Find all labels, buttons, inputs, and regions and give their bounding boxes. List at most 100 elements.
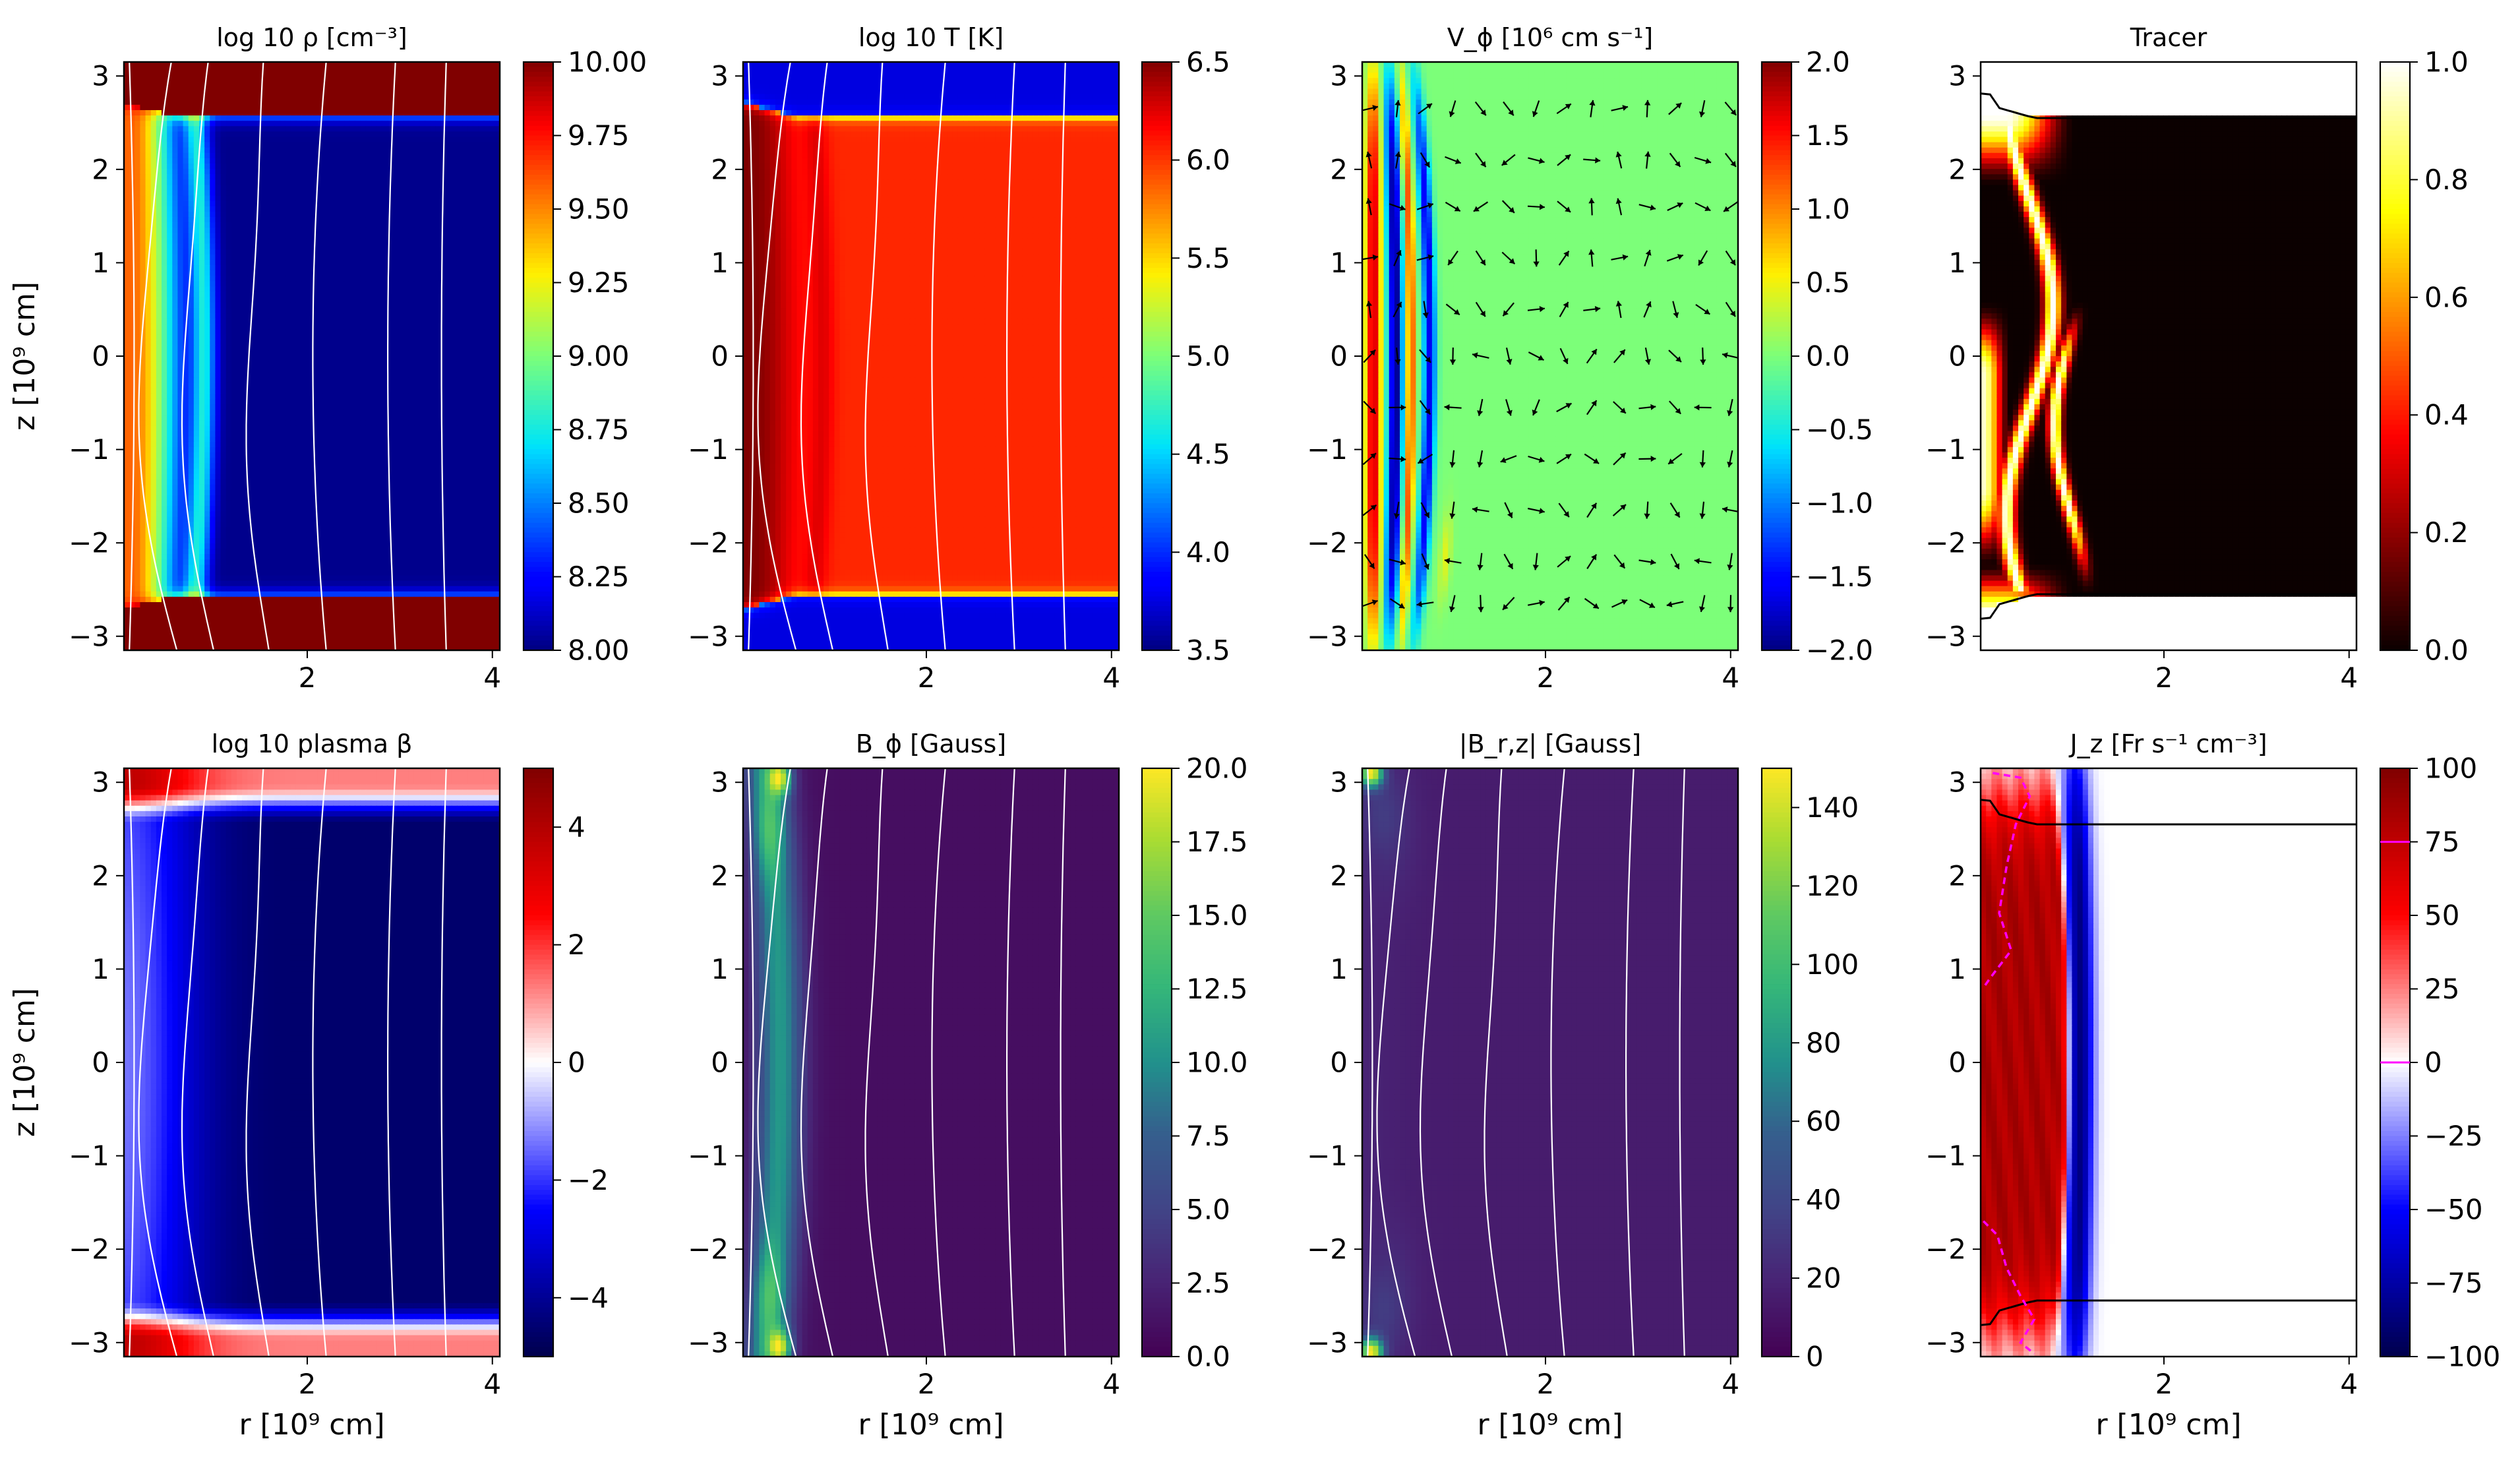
bphi-title: B_ϕ [Gauss] [856,729,1006,758]
z-tick-label: 0 [1330,1047,1348,1079]
r-tick-label: 4 [1722,661,1739,694]
z-tick-label: 0 [1948,340,1966,373]
colorbar-tick-label: 0.2 [2424,516,2469,549]
colorbar-tick-label: 0.5 [1806,266,1850,299]
colorbar-tick-label: 1.5 [1806,119,1850,152]
colorbar-tick-label: 50 [2424,900,2459,932]
r-tick-label: 2 [1537,1368,1555,1400]
z-tick-label: −3 [688,1326,729,1359]
z-tick-label: −3 [1307,620,1348,652]
z-tick-label: −1 [688,433,729,466]
r-tick-label: 4 [483,1368,501,1400]
z-tick-label: 3 [92,60,109,92]
z-tick-label: −2 [1307,527,1348,559]
r-tick-label: 4 [2340,1368,2358,1400]
vphi-title: V_ϕ [10⁶ cm s⁻¹] [1447,23,1654,52]
colorbar-tick-label: 9.00 [568,340,630,373]
tracer-colorbar: 1.00.80.60.40.20.0 [2380,46,2469,667]
z-tick-label: 2 [1330,859,1348,892]
z-tick-label: 0 [711,1047,729,1079]
z-tick-label: 1 [92,247,109,279]
r-tick-label: 2 [918,1368,936,1400]
z-tick-label: 1 [1330,953,1348,985]
z-tick-label: −3 [1925,620,1966,652]
z-tick-label: 3 [1330,60,1348,92]
colorbar-tick-label: 9.75 [568,119,630,152]
colorbar-tick-label: −50 [2424,1194,2483,1226]
z-tick-label: 0 [1948,1047,1966,1079]
jz-xlabel: r [10⁹ cm] [2095,1408,2241,1442]
colorbar-tick-label: 40 [1806,1184,1841,1216]
colorbar-tick-label: 0 [568,1047,585,1079]
beta-title: log 10 plasma β [212,729,413,758]
colorbar-tick-label: 8.50 [568,487,630,520]
colorbar-tick-label: 0.0 [1806,340,1850,373]
colorbar-tick-label: 10.0 [1186,1047,1248,1079]
z-tick-label: −2 [69,1233,109,1266]
colorbar-tick-label: 100 [1806,948,1859,981]
colorbar-tick-label: 120 [1806,870,1859,902]
bphi-xlabel: r [10⁹ cm] [858,1408,1004,1442]
z-tick-label: 0 [1330,340,1348,373]
colorbar-tick-label: −2.0 [1806,634,1873,667]
colorbar-tick-label: −25 [2424,1120,2483,1152]
r-tick-label: 2 [299,1368,316,1400]
colorbar-tick-label: 15.0 [1186,900,1248,932]
z-tick-label: 1 [1948,953,1966,985]
colorbar-tick-label: 2.5 [1186,1267,1230,1299]
z-tick-label: 0 [711,340,729,373]
vphi-colorbar: 2.01.51.00.50.0−0.5−1.0−1.5−2.0 [1762,46,1873,667]
z-tick-label: 3 [92,766,109,799]
colorbar-tick-label: 20 [1806,1262,1841,1295]
r-tick-label: 2 [1537,661,1555,694]
r-tick-label: 2 [2155,661,2173,694]
colorbar-tick-label: 25 [2424,973,2459,1005]
density-title: log 10 ρ [cm⁻³] [216,23,407,52]
z-tick-label: −1 [69,1140,109,1172]
colorbar-tick-label: 7.5 [1186,1120,1230,1152]
colorbar-tick-label: −75 [2424,1267,2483,1299]
z-tick-label: −3 [1925,1326,1966,1359]
colorbar-tick-label: 0.8 [2424,164,2469,196]
temperature-title: log 10 T [K] [858,23,1004,52]
colorbar-tick-label: −2 [568,1164,609,1196]
z-tick-label: 2 [1948,859,1966,892]
colorbar-tick-label: 17.5 [1186,826,1248,858]
r-tick-label: 4 [1102,661,1120,694]
z-tick-label: −2 [1925,1233,1966,1266]
z-tick-label: 2 [711,859,729,892]
z-tick-label: −2 [688,527,729,559]
colorbar-tick-label: 0.0 [2424,634,2469,667]
z-tick-label: −3 [688,620,729,652]
z-tick-label: 2 [92,859,109,892]
z-tick-label: 2 [711,153,729,185]
colorbar-tick-label: 10.00 [568,46,647,78]
beta-xlabel: r [10⁹ cm] [239,1408,384,1442]
jz-heatmap [1981,768,2357,1357]
z-tick-label: −2 [69,527,109,559]
brz-title: |B_r,z| [Gauss] [1459,729,1641,759]
colorbar-tick-label: −100 [2424,1341,2500,1373]
vphi-heatmap [1362,62,1739,651]
colorbar-tick-label: 4.0 [1186,536,1230,568]
colorbar-tick-label: 1.0 [1806,193,1850,226]
colorbar-tick-label: 0 [1806,1341,1824,1373]
colorbar-tick-label: 5.0 [1186,340,1230,373]
colorbar-tick-label: 0.4 [2424,399,2469,431]
colorbar-tick-label: 140 [1806,791,1859,824]
colorbar-tick-label: 2 [568,929,585,961]
z-tick-label: −3 [69,620,109,652]
colorbar-tick-label: 1.0 [2424,46,2469,78]
colorbar-tick-label: 4.5 [1186,438,1230,470]
r-tick-label: 2 [2155,1368,2173,1400]
colorbar-tick-label: 4 [568,811,585,843]
colorbar-tick-label: 5.5 [1186,242,1230,274]
temperature-colorbar: 3.54.04.55.05.56.06.5 [1142,46,1230,667]
